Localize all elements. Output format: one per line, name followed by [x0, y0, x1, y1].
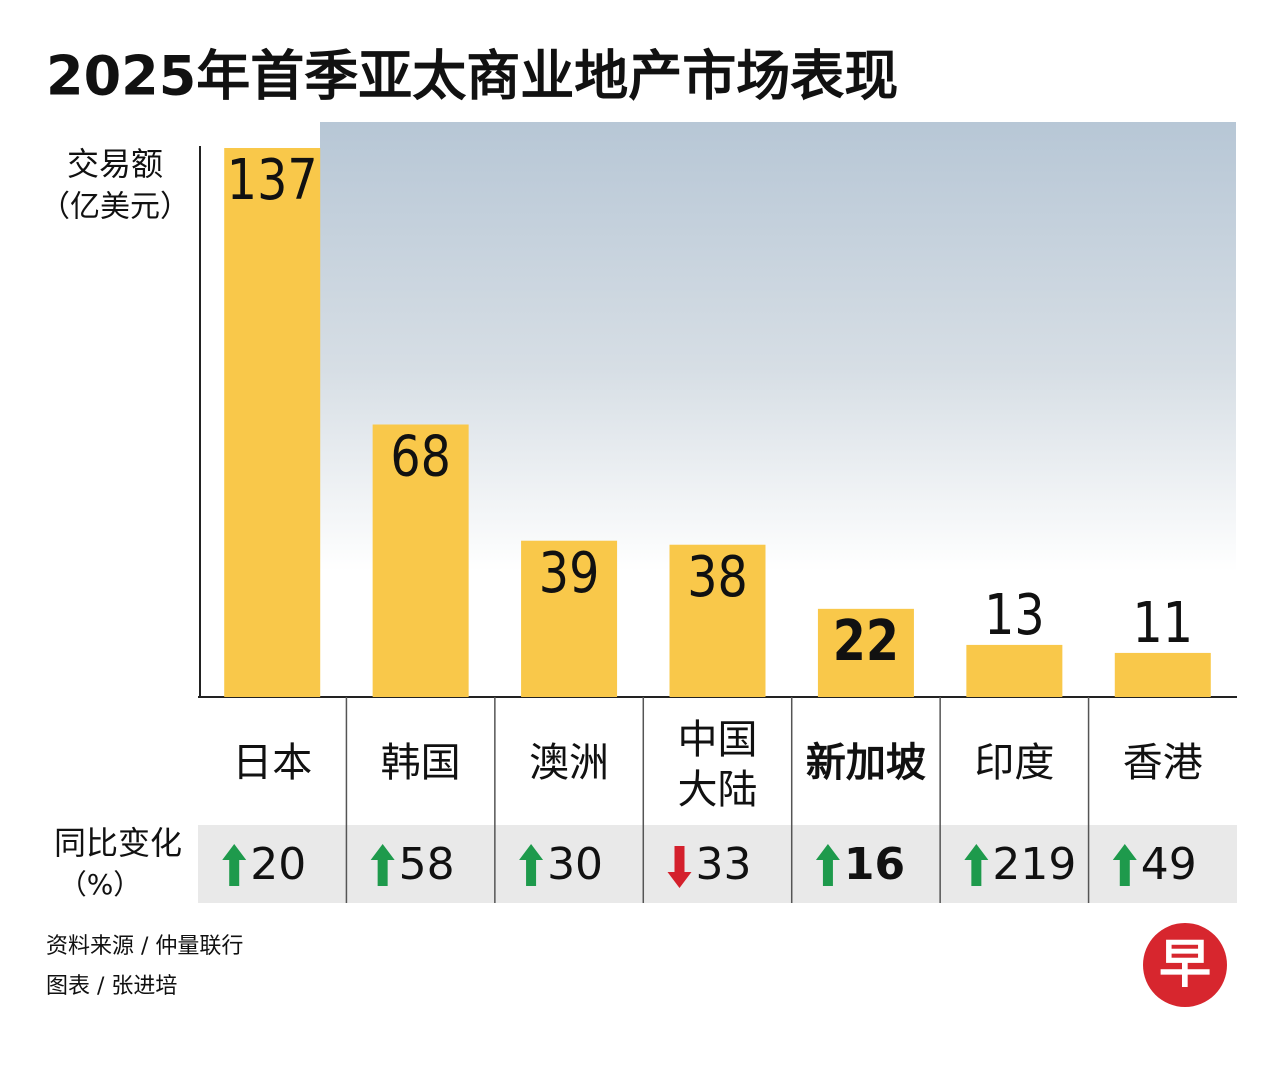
arrow-up [222, 844, 247, 886]
arrow-up [964, 844, 989, 886]
bar [817, 608, 914, 697]
x-tick-label: 韩国 [381, 740, 461, 786]
chart-title: 2025年首季亚太商业地产市场表现 [46, 45, 898, 108]
value-label: 68 [390, 425, 451, 490]
source: 资料来源 / 仲量联行 [46, 934, 243, 959]
arrow-up [370, 844, 395, 886]
y-axis-label: （亿美元） [40, 190, 190, 225]
value-label: 13 [984, 583, 1045, 648]
value-label: 39 [539, 541, 600, 606]
arrow-up [519, 844, 544, 886]
yoy-label: 同比变化 [54, 824, 182, 862]
bar [521, 540, 618, 697]
yoy-value: 30 [547, 839, 603, 890]
arrow-down [667, 846, 692, 888]
x-tick-label: 香港 [1123, 740, 1203, 786]
yoy-label: （%） [59, 868, 142, 901]
logo: 早 [1159, 935, 1211, 995]
x-tick-label: 澳洲 [529, 740, 609, 786]
x-tick-label: 中国 [678, 717, 758, 763]
value-label: 22 [833, 609, 899, 674]
x-tick-label: 新加坡 [806, 740, 926, 786]
x-tick-label: 日本 [232, 740, 312, 786]
value-label: 38 [687, 545, 748, 610]
arrow-up [815, 844, 840, 886]
x-tick-label: 印度 [974, 740, 1054, 786]
yoy-value: 58 [399, 839, 455, 890]
arrow-up [1112, 844, 1137, 886]
bar [966, 644, 1063, 697]
bar [224, 148, 321, 697]
value-label: 11 [1133, 591, 1194, 656]
bar [1114, 652, 1211, 697]
yoy-value: 20 [250, 839, 306, 890]
bar [669, 544, 766, 697]
value-label: 137 [227, 148, 318, 213]
yoy-value: 33 [696, 839, 752, 890]
yoy-value: 16 [844, 839, 905, 890]
x-tick-label: 大陆 [678, 767, 758, 813]
bar [372, 424, 469, 697]
y-axis-label: 交易额 [67, 145, 163, 183]
credit: 图表 / 张进培 [46, 974, 177, 999]
logo-circle [1143, 923, 1227, 1007]
yoy-value: 219 [992, 839, 1076, 890]
yoy-value: 49 [1141, 839, 1197, 890]
background-photo [320, 122, 1236, 572]
yoy-row [198, 825, 1237, 903]
